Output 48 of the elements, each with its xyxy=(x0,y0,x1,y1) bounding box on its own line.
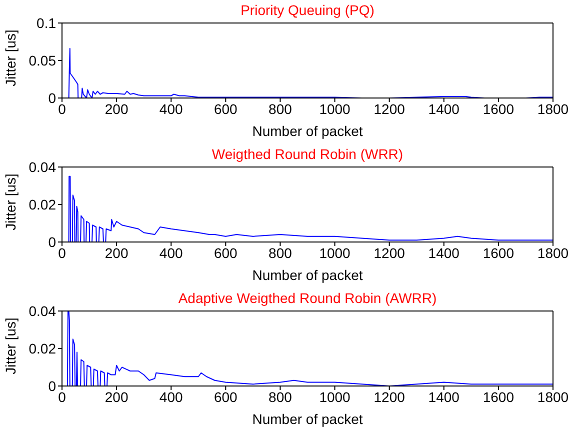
x-tick-label: 1400 xyxy=(428,388,460,405)
x-tick-label: 1400 xyxy=(428,244,460,261)
chart-title: Weigthed Round Robin (WRR) xyxy=(210,146,404,162)
x-tick-label: 200 xyxy=(104,100,128,117)
x-tick-label: 200 xyxy=(104,388,128,405)
x-axis-title: Number of packet xyxy=(251,267,364,283)
x-tick-label: 600 xyxy=(214,388,238,405)
chart-title: Adaptive Weigthed Round Robin (AWRR) xyxy=(177,290,438,306)
x-axis-title: Number of packet xyxy=(251,411,364,427)
x-tick-label: 1200 xyxy=(374,100,406,117)
x-tick-label: 0 xyxy=(58,388,66,405)
y-tick-label: 0.05 xyxy=(28,52,56,68)
y-tick-label: 0.1 xyxy=(36,14,56,31)
x-tick-label: 400 xyxy=(159,388,184,405)
y-axis-title: Jitter [us] xyxy=(2,30,18,86)
y-tick-label: 0.04 xyxy=(28,302,56,319)
x-tick-label: 1000 xyxy=(319,100,351,117)
y-tick-label: 0 xyxy=(48,90,56,106)
x-tick-label: 800 xyxy=(268,388,292,405)
x-tick-label: 1200 xyxy=(374,388,406,405)
y-tick-label: 0 xyxy=(48,234,56,250)
y-axis-title: Jitter [us] xyxy=(2,318,18,374)
y-tick-label: 0.02 xyxy=(28,196,56,212)
y-tick-label: 0.04 xyxy=(28,158,56,175)
y-axis-title: Jitter [us] xyxy=(2,174,18,230)
x-tick-label: 0 xyxy=(58,100,66,117)
x-tick-label: 1800 xyxy=(537,100,569,117)
x-tick-label: 200 xyxy=(104,244,128,261)
chart-title: Priority Queuing (PQ) xyxy=(240,2,376,18)
x-tick-label: 1600 xyxy=(482,100,514,117)
x-tick-label: 800 xyxy=(268,100,292,117)
x-tick-label: 1600 xyxy=(482,244,514,261)
x-tick-label: 1000 xyxy=(319,388,351,405)
x-tick-label: 1200 xyxy=(374,244,406,261)
x-tick-label: 400 xyxy=(159,100,184,117)
x-tick-label: 1800 xyxy=(537,244,569,261)
x-tick-label: 1000 xyxy=(319,244,351,261)
x-tick-label: 1600 xyxy=(482,388,514,405)
x-tick-label: 600 xyxy=(214,244,238,261)
y-tick-label: 0 xyxy=(48,378,56,394)
x-tick-label: 600 xyxy=(214,100,238,117)
x-tick-label: 1800 xyxy=(537,388,569,405)
y-tick-label: 0.02 xyxy=(28,340,56,356)
x-tick-label: 0 xyxy=(58,244,66,261)
x-tick-label: 1400 xyxy=(428,100,460,117)
x-tick-label: 400 xyxy=(159,244,184,261)
x-axis-title: Number of packet xyxy=(251,123,364,139)
x-tick-label: 800 xyxy=(268,244,292,261)
